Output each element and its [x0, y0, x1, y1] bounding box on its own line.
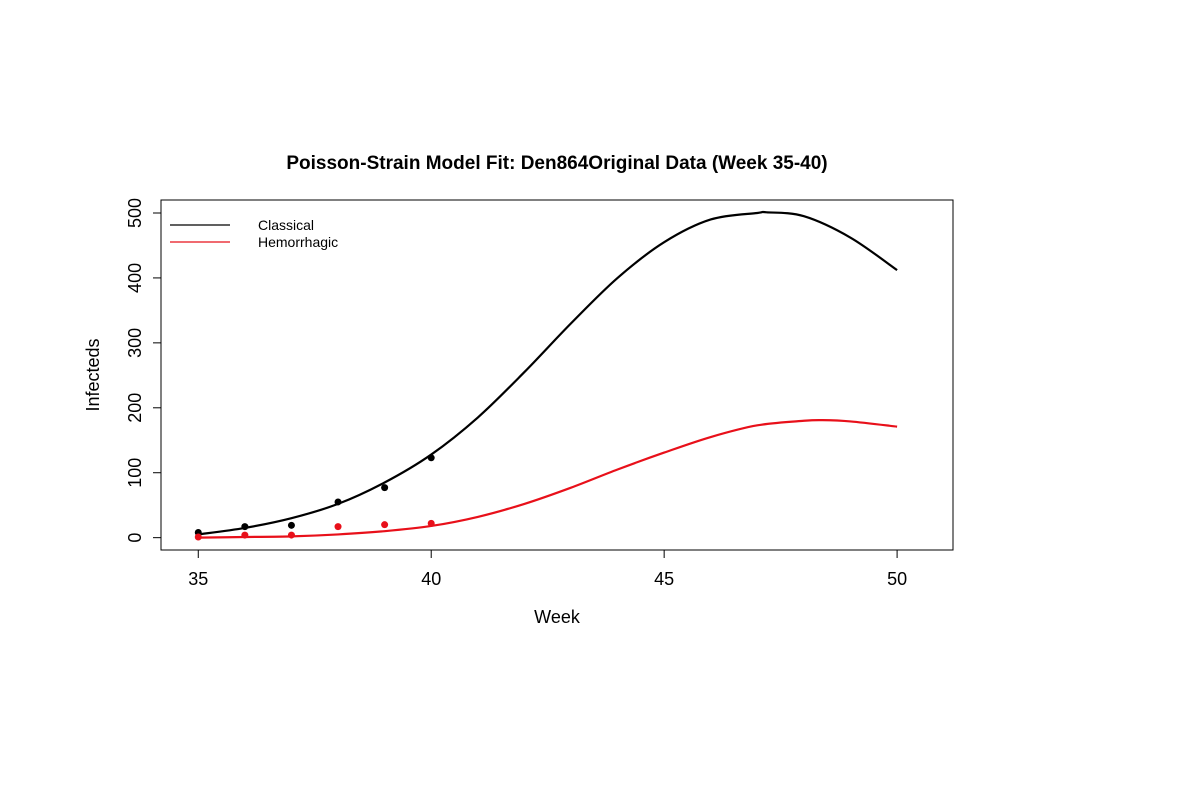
x-tick-label-1: 40: [421, 569, 441, 589]
x-axis: 35 40 45 50: [188, 549, 907, 589]
y-tick-label-1: 100: [125, 458, 145, 488]
x-axis-label: Week: [534, 607, 581, 627]
y-axis-label: Infecteds: [83, 338, 103, 411]
legend-label-classical: Classical: [258, 217, 314, 233]
series-layer: [194, 210, 898, 541]
x-tick-label-0: 35: [188, 569, 208, 589]
plot-frame: [160, 199, 954, 551]
y-axis: 0 100 200 300 400 500: [125, 198, 162, 543]
data-point-classical-1: [241, 523, 249, 531]
data-point-hemorrhagic-2: [287, 531, 295, 539]
data-point-hemorrhagic-0: [194, 533, 202, 541]
x-tick-label-3: 50: [887, 569, 907, 589]
data-point-classical-4: [381, 484, 389, 492]
y-tick-label-0: 0: [125, 533, 145, 543]
series-line-classical: [198, 210, 898, 536]
data-point-hemorrhagic-3: [334, 523, 342, 531]
y-tick-label-3: 300: [125, 328, 145, 358]
y-tick-label-5: 500: [125, 198, 145, 228]
x-tick-label-2: 45: [654, 569, 674, 589]
series-line-hemorrhagic: [198, 418, 898, 539]
y-tick-label-4: 400: [125, 263, 145, 293]
data-point-hemorrhagic-1: [241, 531, 249, 539]
data-point-classical-2: [287, 521, 295, 529]
data-point-hemorrhagic-4: [381, 521, 389, 529]
legend-label-hemorrhagic: Hemorrhagic: [258, 234, 338, 250]
chart-title: Poisson-Strain Model Fit: Den864Original…: [286, 153, 827, 174]
y-tick-label-2: 200: [125, 393, 145, 423]
data-point-classical-3: [334, 498, 342, 506]
data-point-classical-5: [427, 454, 435, 462]
data-point-hemorrhagic-5: [427, 519, 435, 527]
